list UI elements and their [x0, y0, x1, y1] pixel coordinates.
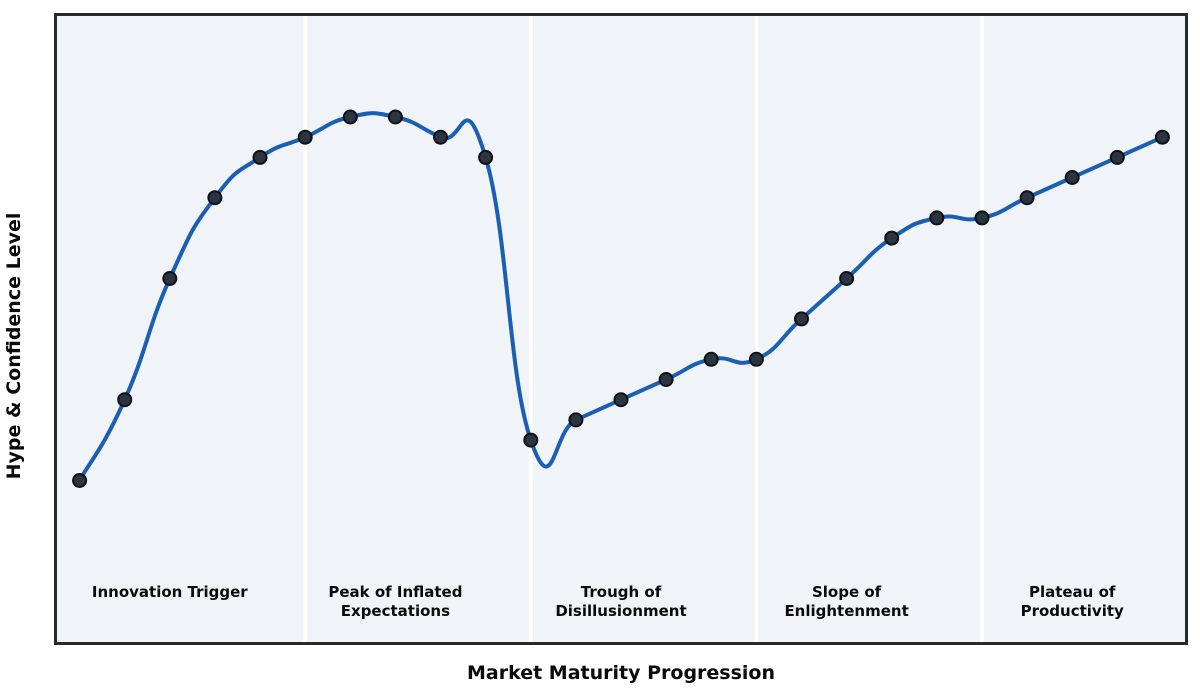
data-point-marker — [748, 351, 764, 367]
data-point-marker — [1019, 190, 1035, 206]
data-point-marker — [1154, 129, 1170, 145]
data-point-marker — [297, 129, 313, 145]
data-point-marker — [72, 473, 88, 488]
x-axis-label: Market Maturity Progression — [466, 662, 776, 684]
data-point-marker — [117, 392, 133, 408]
data-point-marker — [929, 210, 945, 226]
data-point-marker — [703, 351, 719, 367]
data-point-marker — [1109, 149, 1125, 165]
data-point-marker — [207, 190, 223, 206]
data-point-marker — [568, 412, 584, 428]
data-point-marker — [252, 149, 268, 165]
data-point-marker — [658, 372, 674, 387]
plot-area: Innovation Trigger Peak of Inflated Expec… — [54, 13, 1188, 645]
data-point-marker — [839, 271, 855, 286]
data-point-marker — [342, 109, 358, 125]
data-point-marker — [523, 432, 539, 448]
data-point-marker — [974, 210, 990, 226]
data-point-marker — [794, 311, 809, 327]
hype-curve — [77, 111, 1165, 483]
data-point-marker — [162, 271, 178, 286]
data-point-marker — [478, 149, 494, 165]
data-point-marker — [884, 230, 900, 246]
data-point-marker — [387, 109, 403, 125]
y-axis-label-text: Hype & Confidence Level — [3, 212, 25, 480]
data-point-marker — [613, 392, 629, 408]
data-point-marker — [1064, 170, 1080, 185]
data-point-marker — [433, 129, 448, 145]
curve-canvas — [72, 16, 1170, 642]
